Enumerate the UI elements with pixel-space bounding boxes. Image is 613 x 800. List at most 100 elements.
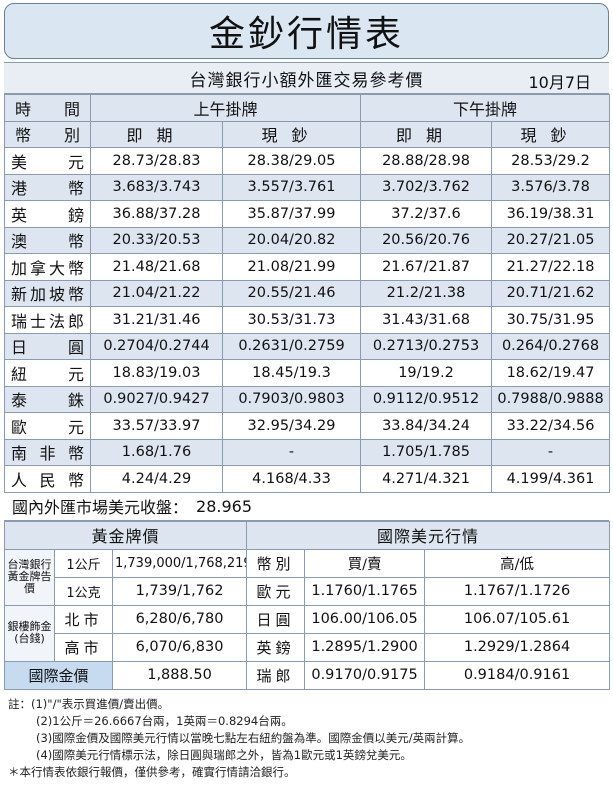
- am-spot-rate: 21.48/21.68: [90, 253, 223, 281]
- rate-row: 南非幣 1.68/1.76-1.705/1.785-: [4, 438, 611, 466]
- am-spot-rate: 18.83/19.03: [90, 359, 223, 387]
- intl-highlow-1: 106.07/105.61: [424, 604, 611, 634]
- currency-name: 新加坡幣: [4, 279, 91, 307]
- section-header-row: 黃金牌價 國際美元行情: [3, 520, 611, 550]
- am-spot-rate: 4.24/4.29: [90, 465, 223, 493]
- rate-row: 人民幣 4.24/4.29 4.168/4.33 4.271/4.321 4.199/4…: [4, 465, 611, 493]
- intl-gold-price: 1,888.50: [111, 660, 248, 690]
- jewelry-taipei-price: 6,280/6,780: [111, 604, 248, 634]
- subtitle-bar: 台灣銀行小額外匯交易參考價 10月7日: [4, 62, 609, 94]
- currency-name: 南非幣: [4, 438, 91, 466]
- rate-row: 加拿大幣 21.48/21.68 21.08/21.99 21.67/21.87 21.…: [4, 253, 611, 281]
- jewelry-row-taipei: 銀樓飾金(台錢) 北市 6,280/6,780 日圓 106.00/106.05…: [4, 604, 611, 662]
- header-pm-spot: 即期: [360, 120, 493, 148]
- gold-and-usd-table: 黃金牌價 國際美元行情 台灣銀行黃金牌告價 1公斤 1,739,000/1,76…: [3, 520, 611, 690]
- intl-buysell-0: 1.1760/1.1765: [304, 576, 426, 606]
- subtitle: 台灣銀行小額外匯交易參考價: [189, 70, 424, 91]
- page-title: 金鈔行情表: [208, 14, 404, 55]
- am-cash-rate: 18.45/19.3: [221, 359, 362, 387]
- note-3: (3)國際金價及國際美元行情以當晚七點左右紐約盤為準。國際金價以美元/英兩計算。: [36, 730, 471, 745]
- am-cash-rate: 20.04/20.82: [221, 226, 362, 254]
- rate-row: 澳幣 20.33/20.53 20.04/20.82 20.56/20.76 20.27…: [4, 226, 611, 254]
- am-spot-rate: 28.73/28.83: [90, 147, 223, 175]
- currency-name: 英鎊: [4, 200, 91, 228]
- am-cash-rate: -: [221, 438, 362, 466]
- pm-cash-rate: 21.27/22.18: [491, 253, 611, 281]
- am-spot-rate: 0.2704/0.2744: [90, 332, 223, 360]
- currency-name: 美元: [4, 147, 91, 175]
- intl-usd-title: 國際美元行情: [246, 520, 611, 550]
- intl-highlow-3: 0.9184/0.9161: [424, 660, 611, 690]
- pm-spot-rate: 21.2/21.38: [360, 279, 493, 307]
- am-spot-rate: 1.68/1.76: [90, 438, 223, 466]
- jewelry-gold-label: 銀樓飾金(台錢): [4, 604, 55, 662]
- intl-col-buysell: 買/賣: [304, 548, 426, 578]
- note-4: (4)國際美元行情標示法，除日圓與瑞郎之外，皆為1歐元或1英鎊兌美元。: [36, 747, 412, 762]
- intl-gold-row: 國際金價 1,888.50 瑞郎 0.9170/0.9175 0.9184/0.…: [4, 660, 611, 690]
- pm-spot-rate: 31.43/31.68: [360, 306, 493, 334]
- intl-gold-label: 國際金價: [4, 660, 113, 690]
- pm-spot-rate: 21.67/21.87: [360, 253, 493, 281]
- pm-spot-rate: 33.84/34.24: [360, 412, 493, 440]
- am-cash-rate: 20.55/21.46: [221, 279, 362, 307]
- header-am-cash: 現鈔: [221, 120, 362, 148]
- am-spot-rate: 21.04/21.22: [90, 279, 223, 307]
- rate-row: 泰銖 0.9027/0.9427 0.7903/0.9803 0.9112/0.951…: [4, 385, 611, 413]
- pm-spot-rate: 19/19.2: [360, 359, 493, 387]
- pm-cash-rate: 36.19/38.31: [491, 200, 611, 228]
- am-spot-rate: 31.21/31.46: [90, 306, 223, 334]
- header-currency-label: 幣別: [4, 120, 91, 148]
- rate-row: 美元 28.73/28.83 28.38/29.05 28.88/28.98 28.53…: [4, 147, 611, 175]
- pm-cash-rate: 3.576/3.78: [491, 173, 611, 201]
- header-row-currency: 幣別 即期 現鈔 即期 現鈔: [4, 120, 611, 148]
- currency-name: 港幣: [4, 173, 91, 201]
- pm-spot-rate: 0.9112/0.9512: [360, 385, 493, 413]
- header-am-spot: 即期: [90, 120, 223, 148]
- am-spot-rate: 33.57/33.97: [90, 412, 223, 440]
- am-cash-rate: 0.2631/0.2759: [221, 332, 362, 360]
- intl-col-highlow: 高/低: [424, 548, 611, 578]
- rate-row: 紐元 18.83/19.03 18.45/19.3 19/19.2 18.62/19.4…: [4, 359, 611, 387]
- pm-cash-rate: 4.199/4.361: [491, 465, 611, 493]
- header-morning: 上午掛牌: [89, 94, 362, 122]
- usd-close-row: 國內外匯市場美元收盤： 28.965: [4, 492, 609, 521]
- header-pm-cash: 現鈔: [491, 120, 611, 148]
- currency-name: 澳幣: [4, 226, 91, 254]
- am-spot-rate: 36.88/37.28: [90, 200, 223, 228]
- pm-spot-rate: 28.88/28.98: [360, 147, 493, 175]
- pm-spot-rate: 1.705/1.785: [360, 438, 493, 466]
- pm-cash-rate: 18.62/19.47: [491, 359, 611, 387]
- jewelry-taipei-label: 北市: [54, 604, 113, 634]
- rate-row: 瑞士法郎 31.21/31.46 30.53/31.73 31.43/31.68 30.…: [4, 306, 611, 334]
- am-spot-rate: 0.9027/0.9427: [90, 385, 223, 413]
- currency-name: 日圓: [4, 332, 91, 360]
- pm-spot-rate: 3.702/3.762: [360, 173, 493, 201]
- intl-currency-1: 日圓: [246, 604, 306, 634]
- twbank-gold-label: 台灣銀行黃金牌告價: [4, 548, 55, 606]
- intl-highlow-0: 1.1767/1.1726: [424, 576, 611, 606]
- gold-unit-g: 1公克: [54, 576, 113, 606]
- pm-spot-rate: 20.56/20.76: [360, 226, 493, 254]
- usd-close-label: 國內外匯市場美元收盤：: [12, 498, 189, 517]
- header-row-time: 時間 上午掛牌 下午掛牌: [4, 94, 611, 122]
- am-cash-rate: 3.557/3.761: [221, 173, 362, 201]
- currency-name: 泰銖: [4, 385, 91, 413]
- pm-cash-rate: 30.75/31.95: [491, 306, 611, 334]
- intl-highlow-2: 1.2929/1.2864: [424, 632, 611, 662]
- currency-name: 瑞士法郎: [4, 306, 91, 334]
- usd-close-value: 28.965: [196, 496, 252, 516]
- pm-cash-rate: -: [491, 438, 611, 466]
- intl-currency-0: 歐元: [246, 576, 306, 606]
- quote-date: 10月7日: [528, 73, 591, 92]
- gold-price-kg: 1,739,000/1,768,219: [111, 548, 248, 578]
- am-cash-rate: 30.53/31.73: [221, 306, 362, 334]
- intl-currency-3: 瑞郎: [246, 660, 306, 690]
- pm-spot-rate: 37.2/37.6: [360, 200, 493, 228]
- jewelry-kaohsiung-label: 高市: [54, 632, 113, 662]
- pm-cash-rate: 20.27/21.05: [491, 226, 611, 254]
- am-cash-rate: 21.08/21.99: [221, 253, 362, 281]
- am-cash-rate: 32.95/34.29: [221, 412, 362, 440]
- currency-name: 人民幣: [4, 465, 91, 493]
- exchange-rate-table: 時間 上午掛牌 下午掛牌 幣別 即期 現鈔 即期 現鈔 美元 28.73/28.8…: [4, 94, 611, 493]
